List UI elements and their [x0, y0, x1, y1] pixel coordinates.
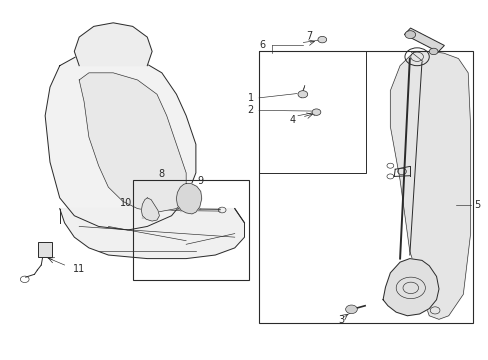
Polygon shape — [389, 51, 469, 319]
Polygon shape — [141, 198, 159, 221]
Polygon shape — [382, 258, 438, 316]
Circle shape — [404, 31, 415, 39]
Circle shape — [297, 91, 307, 98]
Bar — [132, 180, 249, 280]
Circle shape — [317, 36, 326, 43]
Polygon shape — [79, 73, 186, 212]
Text: 9: 9 — [197, 176, 203, 186]
Polygon shape — [74, 23, 152, 66]
Text: 7: 7 — [306, 31, 312, 41]
Polygon shape — [404, 28, 444, 52]
Text: 6: 6 — [259, 40, 265, 50]
Polygon shape — [60, 208, 244, 258]
Bar — [259, 51, 472, 323]
Circle shape — [428, 48, 437, 55]
Bar — [259, 51, 366, 173]
Text: 8: 8 — [159, 168, 164, 179]
Polygon shape — [176, 184, 201, 214]
Circle shape — [311, 109, 320, 115]
Polygon shape — [45, 51, 196, 230]
Text: 3: 3 — [338, 315, 344, 325]
Text: 1: 1 — [247, 93, 253, 103]
Text: 10: 10 — [120, 198, 132, 207]
Text: 5: 5 — [473, 200, 479, 210]
Bar — [38, 242, 52, 257]
Text: 4: 4 — [289, 115, 296, 125]
Circle shape — [345, 305, 357, 314]
Text: 11: 11 — [73, 264, 85, 274]
Text: 2: 2 — [247, 105, 253, 115]
